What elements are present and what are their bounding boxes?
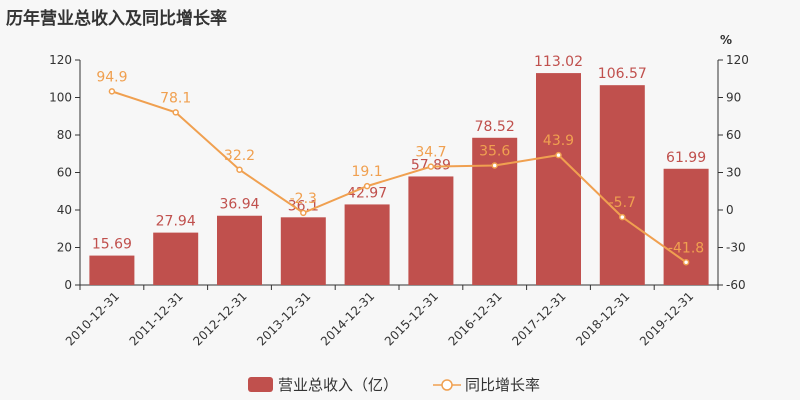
y-tick-label-left: 20 — [57, 241, 72, 255]
y-tick-label-left: 0 — [64, 278, 72, 292]
line-point — [427, 163, 435, 170]
legend-bar-label: 营业总收入（亿） — [278, 376, 398, 394]
bar — [153, 232, 199, 285]
bar — [599, 85, 645, 286]
bar-value-label: 113.02 — [534, 54, 583, 70]
y-tick-label-right: 0 — [726, 203, 734, 217]
line-value-label: -5.7 — [609, 195, 636, 211]
x-tick-label: 2010-12-31 — [63, 289, 122, 348]
y-tick-label-right: 60 — [726, 128, 741, 142]
line-value-label: 34.7 — [415, 145, 446, 161]
growth-line — [111, 90, 687, 264]
bar — [344, 204, 390, 285]
line-point — [491, 162, 498, 169]
bar — [663, 168, 709, 285]
bar — [89, 255, 135, 285]
legend-line-marker — [441, 379, 453, 391]
bar-value-label: 61.99 — [666, 150, 706, 166]
y-tick-label-right: -30 — [726, 241, 746, 255]
line-point — [682, 259, 690, 266]
line-value-label: 43.9 — [543, 133, 574, 149]
x-tick-label: 2012-12-31 — [190, 289, 249, 348]
legend-bar-swatch — [248, 377, 273, 392]
x-tick-label: 2014-12-31 — [318, 289, 377, 348]
bar-value-label: 78.52 — [475, 119, 515, 135]
line-point — [555, 151, 562, 159]
bar — [472, 137, 518, 285]
bar-value-label: 106.57 — [598, 66, 647, 82]
line-value-label: 94.9 — [96, 69, 127, 85]
line-point — [300, 209, 307, 217]
y-tick-label-left: 60 — [57, 166, 72, 180]
line-point — [363, 182, 371, 190]
y-axis-right-unit: % — [720, 33, 732, 47]
line-point — [236, 166, 243, 173]
x-tick-label: 2016-12-31 — [446, 289, 505, 348]
x-tick-label: 2015-12-31 — [382, 289, 441, 348]
x-tick-label: 2013-12-31 — [254, 289, 313, 348]
line-value-label: 35.6 — [479, 144, 510, 160]
line-value-label: 32.2 — [224, 148, 255, 164]
line-point — [172, 109, 179, 116]
x-tick-label: 2018-12-31 — [573, 289, 632, 348]
y-tick-label-left: 80 — [57, 128, 72, 142]
bar — [217, 215, 262, 285]
x-tick-label: 2017-12-31 — [509, 289, 568, 348]
line-value-label: -2.3 — [290, 191, 317, 207]
bar-value-label: 36.94 — [219, 197, 259, 213]
bar-value-label: 15.69 — [92, 237, 132, 253]
line-value-label: -41.8 — [668, 240, 704, 256]
y-tick-label-left: 40 — [57, 203, 72, 217]
bar — [408, 176, 454, 285]
line-value-label: 78.1 — [160, 90, 191, 106]
y-tick-label-right: -60 — [726, 278, 746, 292]
bar — [280, 217, 326, 285]
y-tick-label-left: 100 — [49, 91, 72, 105]
chart-title: 历年营业总收入及同比增长率 — [6, 9, 227, 29]
line-point — [108, 88, 116, 95]
bar — [536, 73, 581, 286]
x-tick-label: 2011-12-31 — [127, 289, 186, 348]
y-tick-label-left: 120 — [49, 53, 72, 67]
line-value-label: 19.1 — [352, 164, 383, 180]
legend-line-label: 同比增长率 — [465, 376, 540, 394]
bar-value-label: 27.94 — [156, 214, 196, 230]
line-point — [619, 213, 626, 221]
y-tick-label-right: 120 — [726, 53, 749, 67]
y-tick-label-right: 30 — [726, 166, 741, 180]
x-tick-label: 2019-12-31 — [637, 289, 696, 348]
y-tick-label-right: 90 — [726, 91, 741, 105]
